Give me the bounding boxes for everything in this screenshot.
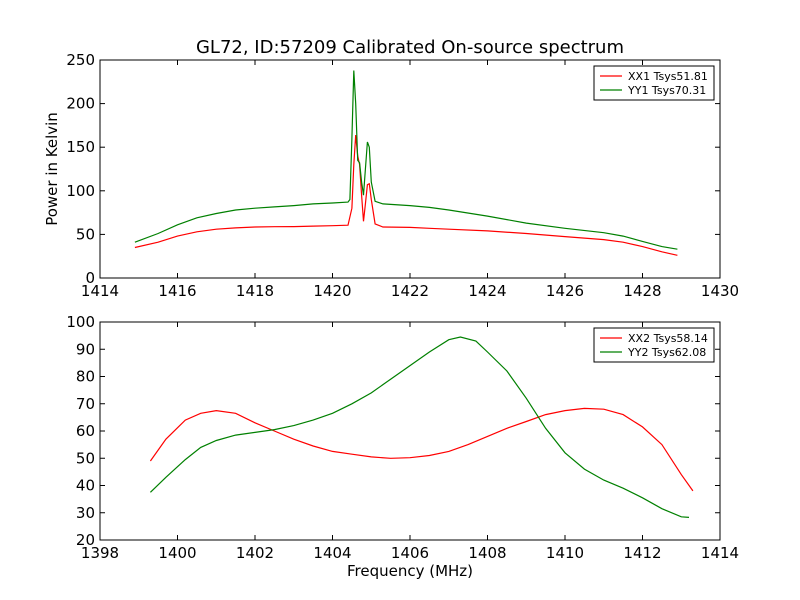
- x-tick-label: 1426: [546, 282, 584, 300]
- legend-label: YY1 Tsys70.31: [627, 84, 706, 97]
- y-tick-label: 70: [76, 395, 95, 413]
- y-tick-label: 0: [85, 269, 95, 287]
- y-tick-label: 100: [66, 313, 95, 331]
- x-tick-label: 1430: [701, 282, 739, 300]
- series-line-1-1: [149, 336, 690, 518]
- legend-label: XX1 Tsys51.81: [628, 70, 708, 83]
- y-tick-label: 20: [76, 531, 95, 549]
- x-tick-label: 1410: [546, 544, 584, 562]
- series-line-1-0: [149, 407, 694, 492]
- x-tick-label: 1398: [81, 544, 119, 562]
- series-line-0-0: [134, 134, 678, 256]
- x-tick-label: 1408: [468, 544, 506, 562]
- y-tick-label: 80: [76, 368, 95, 386]
- y-tick-label: 100: [66, 182, 95, 200]
- x-tick-label: 1424: [468, 282, 506, 300]
- x-tick-label: 1414: [701, 544, 739, 562]
- x-axis-label-bottom: Frequency (MHz): [347, 562, 473, 580]
- x-tick-label: 1400: [158, 544, 196, 562]
- y-tick-label: 250: [66, 51, 95, 69]
- legend-box: [593, 65, 715, 101]
- x-tick-label: 1416: [158, 282, 196, 300]
- top-plot-panel: 1414 1416 1418 1420 1422 1424 1426 1428 1430 0 50 1…: [66, 51, 739, 300]
- x-tick-label: 1414: [81, 282, 119, 300]
- y-tick-label: 40: [76, 477, 95, 495]
- chart-title: GL72, ID:57209 Calibrated On-source spec…: [196, 37, 624, 58]
- y-tick-label: 200: [66, 95, 95, 113]
- y-tick-label: 50: [76, 225, 95, 243]
- y-tick-label: 30: [76, 504, 95, 522]
- y-tick-label: 90: [76, 340, 95, 358]
- legend-label: XX2 Tsys58.14: [628, 332, 708, 345]
- x-tick-label: 1404: [313, 544, 351, 562]
- series-line-0-1: [134, 70, 678, 250]
- x-tick-label: 1420: [313, 282, 351, 300]
- legend-label: YY2 Tsys62.08: [627, 346, 706, 359]
- x-tick-label: 1406: [391, 544, 429, 562]
- x-tick-label: 1418: [236, 282, 274, 300]
- x-tick-label: 1422: [391, 282, 429, 300]
- y-tick-label: 50: [76, 449, 95, 467]
- x-tick-label: 1412: [623, 544, 661, 562]
- bottom-plot-panel: 1398 1400 1402 1404 1406 1408 1410 1412 1414 20 30…: [66, 313, 739, 562]
- x-tick-label: 1402: [236, 544, 274, 562]
- y-tick-label: 150: [66, 138, 95, 156]
- y-axis-label-top: Power in Kelvin: [43, 112, 61, 226]
- y-tick-label: 60: [76, 422, 95, 440]
- x-tick-label: 1428: [623, 282, 661, 300]
- legend-box: [593, 327, 715, 363]
